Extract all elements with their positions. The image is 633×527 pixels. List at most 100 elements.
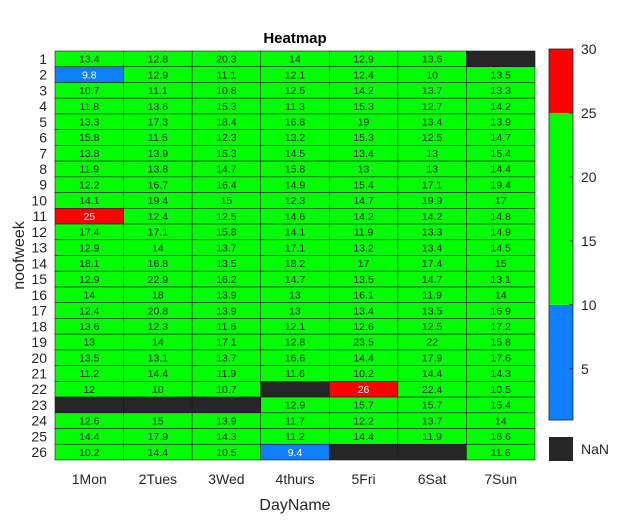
colorbar-band	[549, 304, 573, 420]
y-tick-label: 24	[31, 413, 47, 429]
cell-value-label: 14.4	[490, 164, 511, 176]
heatmap-cell	[123, 396, 193, 414]
y-tick-label: 5	[39, 114, 47, 130]
x-tick-label: 3Wed	[208, 471, 244, 487]
cell-value-label: 17.9	[148, 431, 169, 443]
cell-value-label: 11.9	[217, 368, 237, 380]
cell-value-label: 11.2	[285, 431, 305, 443]
cell-value-label: 14.4	[353, 352, 374, 364]
cell-value-label: 14	[152, 242, 164, 254]
cell-value-label: 11.8	[79, 101, 99, 113]
cell-value-label: 14.9	[285, 179, 306, 191]
cell-value-label: 14.1	[285, 227, 306, 239]
cell-value-label: 12.2	[353, 415, 374, 427]
cell-value-label: 19.4	[148, 195, 169, 207]
cell-value-label: 22.9	[148, 274, 169, 286]
cell-value-label: 13.6	[79, 321, 100, 333]
cell-value-label: 11.1	[148, 85, 168, 97]
cell-value-label: 20.3	[216, 54, 237, 66]
cell-value-label: 15.8	[216, 227, 237, 239]
cell-value-label: 16.1	[353, 290, 374, 302]
x-axis-label: DayName	[259, 497, 330, 514]
y-tick-label: 25	[31, 428, 47, 444]
cell-value-label: 16.2	[216, 274, 237, 286]
y-tick-label: 20	[31, 350, 47, 366]
cell-value-label: 14.1	[79, 195, 100, 207]
heatmap-cell	[191, 396, 262, 414]
colorbar-tick-label: 20	[581, 169, 597, 185]
cell-value-label: 17.1	[285, 242, 306, 254]
cell-value-label: 15.8	[79, 132, 100, 144]
cell-value-label: 12.9	[285, 400, 306, 412]
cell-value-label: 13.8	[148, 164, 169, 176]
cell-value-label: 10.2	[353, 368, 374, 380]
cell-value-label: 17.2	[490, 321, 511, 333]
y-axis-label: noofweek	[11, 220, 28, 289]
cell-value-label: 11.1	[217, 69, 237, 81]
cell-value-label: 15.3	[216, 101, 237, 113]
cell-value-label: 14.9	[490, 227, 511, 239]
cell-value-label: 12	[83, 384, 95, 396]
cell-value-label: 14.7	[285, 274, 306, 286]
colorbar-frame	[548, 48, 574, 421]
cell-value-label: 14.2	[353, 85, 374, 97]
cell-value-label: 14.4	[422, 368, 443, 380]
cell-value-label: 13.1	[490, 274, 511, 286]
cell-value-label: 25	[83, 211, 95, 223]
cell-value-label: 15.3	[216, 148, 237, 160]
cell-value-label: 17.9	[422, 352, 443, 364]
y-tick-label: 23	[31, 397, 47, 413]
cell-value-label: 10.5	[490, 384, 511, 396]
cell-value-label: 15.7	[422, 400, 443, 412]
cell-value-label: 13.6	[148, 101, 169, 113]
heatmap-cell	[397, 443, 467, 461]
cell-value-label: 12.5	[216, 211, 237, 223]
y-tick-label: 2	[39, 67, 47, 83]
cell-value-label: 13.7	[216, 242, 237, 254]
x-tick-label: 7Sun	[484, 471, 517, 487]
cell-value-label: 15	[152, 415, 164, 427]
cell-value-label: 13.4	[353, 305, 374, 317]
y-tick-label: 21	[31, 365, 47, 381]
x-tick-label: 2Tues	[139, 471, 177, 487]
cell-value-label: 13.5	[490, 69, 511, 81]
x-tick-label: 6Sat	[418, 471, 447, 487]
cell-value-label: 12.9	[353, 54, 374, 66]
y-tick-label: 7	[39, 145, 47, 161]
cell-value-label: 16.6	[285, 352, 306, 364]
cell-value-label: 14.7	[422, 274, 443, 286]
cell-value-label: 13	[358, 164, 370, 176]
cell-value-label: 12.5	[422, 321, 443, 333]
chart-title: Heatmap	[263, 30, 326, 47]
cell-value-label: 13.5	[422, 305, 443, 317]
y-tick-label: 19	[31, 334, 47, 350]
cell-value-label: 12.5	[285, 85, 306, 97]
colorbar-band	[549, 49, 573, 113]
cell-value-label: 13.7	[216, 352, 237, 364]
cell-value-label: 12.1	[285, 69, 306, 81]
cell-value-label: 13	[426, 164, 438, 176]
cell-value-label: 13.5	[79, 352, 100, 364]
cell-value-label: 14.4	[148, 368, 169, 380]
cell-value-label: 18.2	[285, 258, 306, 270]
cell-value-label: 13.2	[353, 242, 374, 254]
cell-value-label: 9.8	[82, 69, 97, 81]
x-tick-label: 4thurs	[276, 471, 315, 487]
cell-value-label: 12.4	[353, 69, 374, 81]
cell-value-label: 12.3	[216, 132, 237, 144]
cell-value-label: 13.6	[422, 54, 443, 66]
y-tick-label: 22	[31, 381, 47, 397]
y-tick-label: 17	[31, 303, 47, 319]
cell-value-label: 15	[221, 195, 233, 207]
cell-value-label: 13.9	[490, 116, 511, 128]
cell-value-label: 14	[495, 415, 507, 427]
y-tick-label: 3	[39, 82, 47, 98]
cell-value-label: 14.7	[216, 164, 237, 176]
y-tick-label: 26	[31, 444, 47, 460]
cell-value-label: 11.6	[217, 321, 237, 333]
cell-value-label: 16.7	[148, 179, 169, 191]
cell-value-label: 11.9	[79, 164, 99, 176]
colorbar-band	[549, 112, 573, 305]
cell-value-label: 15.4	[353, 179, 374, 191]
cell-value-label: 14	[83, 290, 95, 302]
